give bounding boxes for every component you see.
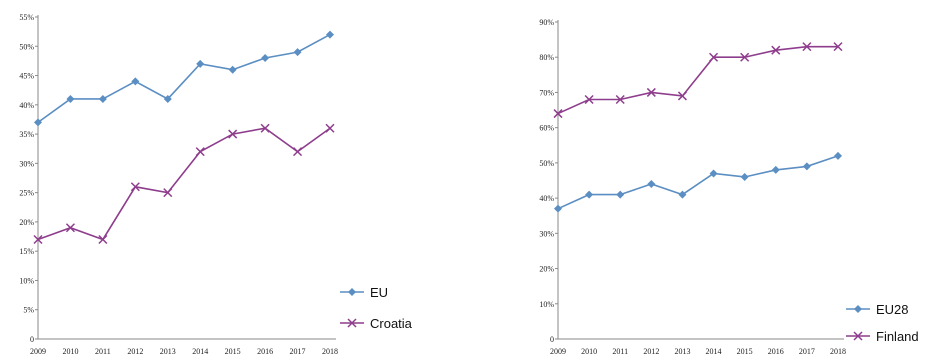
legend-entry-eu: EU — [340, 285, 388, 300]
x-tick-label: 2013 — [674, 347, 690, 356]
chart-eu28-finland: 0 10% 20% 30% 40% 50% 60% 70% 80% 90% 2009 2010 2011… — [539, 18, 918, 356]
x-tick-label: 2012 — [643, 347, 659, 356]
data-point — [163, 94, 172, 103]
x-tick-label: 2009 — [550, 347, 566, 356]
y-tick-label: 55% — [19, 13, 34, 22]
x-tick-label: 2011 — [95, 347, 111, 356]
y-tick-label: 40% — [19, 101, 34, 110]
x-tick-label: 2010 — [62, 347, 78, 356]
data-point — [771, 45, 781, 55]
data-point — [771, 165, 780, 174]
data-point — [34, 118, 42, 127]
y-tick-label: 40% — [539, 194, 554, 203]
y-tick-label: 45% — [19, 72, 34, 81]
data-point — [802, 42, 812, 52]
legend-label: EU — [370, 285, 388, 300]
y-tick-label: 35% — [19, 130, 34, 139]
data-point — [647, 180, 656, 189]
data-point — [66, 94, 75, 103]
x-tick-label: 2011 — [612, 347, 628, 356]
data-point — [833, 42, 843, 52]
y-tick-label: 50% — [539, 159, 554, 168]
legend-entry-finland: Finland — [846, 329, 919, 344]
y-tick-label: 20% — [19, 218, 34, 227]
data-point — [98, 234, 108, 245]
data-point — [98, 94, 107, 103]
x-tick-label: 2018 — [830, 347, 846, 356]
series-line-croatia — [37, 127, 331, 241]
y-tick-label: 5% — [23, 306, 34, 315]
data-point — [709, 169, 718, 178]
data-point — [130, 182, 140, 192]
data-point — [195, 147, 205, 157]
legend-label: Croatia — [370, 316, 413, 331]
x-tick-label: 2013 — [160, 347, 176, 356]
y-tick-label: 0 — [550, 335, 554, 344]
x-tick-label: 2012 — [127, 347, 143, 356]
y-tick-label: 50% — [19, 42, 34, 51]
y-tick-label: 10% — [539, 300, 554, 309]
data-point — [325, 123, 335, 133]
data-point — [554, 204, 562, 213]
data-point — [834, 151, 842, 160]
y-tick-label: 20% — [539, 265, 554, 274]
y-tick-label: 30% — [539, 229, 554, 238]
x-tick-label: 2010 — [581, 347, 597, 356]
legend-label: Finland — [876, 329, 919, 344]
data-point — [678, 190, 687, 199]
legend-entry-croatia: Croatia — [340, 316, 413, 331]
x-tick-label: 2016 — [768, 347, 784, 356]
series-line-finland — [557, 45, 838, 115]
x-tick-label: 2015 — [225, 347, 241, 356]
y-tick-label: 70% — [539, 88, 554, 97]
y-tick-label: 30% — [19, 159, 34, 168]
x-tick-label: 2014 — [706, 347, 722, 356]
data-point — [33, 234, 43, 245]
x-tick-label: 2014 — [192, 347, 208, 356]
x-tick-label: 2015 — [737, 347, 753, 356]
series-line-eu — [37, 33, 331, 124]
data-point — [584, 94, 594, 105]
data-point — [740, 172, 749, 181]
series-line-eu28 — [557, 155, 839, 210]
y-tick-label: 15% — [19, 247, 34, 256]
data-point — [228, 65, 237, 74]
data-point — [802, 162, 811, 171]
data-point — [646, 87, 656, 97]
data-point — [261, 53, 270, 62]
data-point — [709, 52, 719, 62]
x-tick-label: 2009 — [30, 347, 46, 356]
x-tick-label: 2017 — [290, 347, 306, 356]
data-point — [196, 59, 205, 68]
data-point — [65, 223, 75, 233]
x-tick-label: 2018 — [322, 347, 338, 356]
data-point — [585, 190, 594, 199]
data-point — [677, 91, 687, 101]
x-tick-label: 2016 — [257, 347, 273, 356]
y-tick-label: 60% — [539, 124, 554, 133]
legend-entry-eu28: EU28 — [846, 302, 909, 317]
data-point — [260, 123, 270, 133]
data-point — [228, 129, 238, 139]
data-point — [326, 30, 334, 39]
y-tick-label: 90% — [539, 18, 554, 27]
data-point — [740, 52, 750, 62]
y-tick-label: 10% — [19, 276, 34, 285]
y-tick-label: 0 — [30, 335, 34, 344]
y-tick-label: 80% — [539, 53, 554, 62]
data-point — [293, 147, 303, 157]
x-tick-label: 2017 — [799, 347, 815, 356]
data-point — [615, 94, 625, 105]
data-point — [293, 48, 302, 57]
data-point — [616, 190, 625, 199]
chart-eu-croatia: 0 5% 10% 15% 20% 25% 30% 35% 40% 45% 50% 55% 2009 201… — [19, 13, 412, 356]
data-point — [131, 77, 140, 86]
data-point — [553, 109, 563, 119]
data-point — [163, 188, 173, 198]
legend-label: EU28 — [876, 302, 909, 317]
y-tick-label: 25% — [19, 189, 34, 198]
